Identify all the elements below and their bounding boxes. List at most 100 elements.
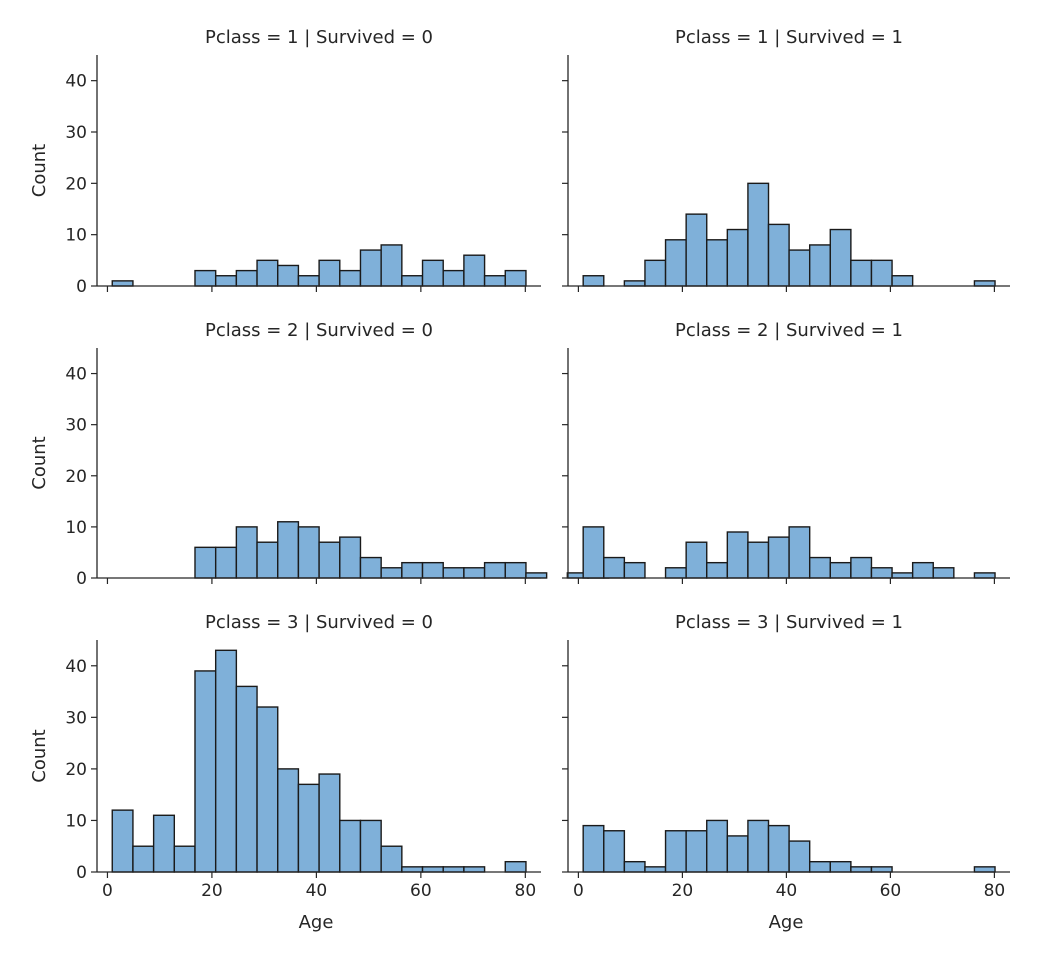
histogram-bar (706, 819, 729, 873)
histogram-bar (297, 526, 320, 579)
x-tick-label: 20 (201, 881, 223, 901)
histogram-bar (788, 840, 811, 873)
histogram-bar (483, 561, 506, 579)
y-axis-label: Count (29, 729, 50, 782)
histogram-bar (256, 706, 279, 873)
panel-title: Pclass = 2 | Survived = 1 (675, 320, 903, 341)
y-tick-label: 10 (65, 226, 87, 246)
histogram-bar (339, 536, 362, 579)
histogram-bar (442, 866, 465, 873)
histogram-bar (726, 228, 749, 287)
histogram-bar (664, 830, 687, 873)
histogram-bar (401, 866, 424, 873)
y-tick-label: 10 (65, 811, 87, 831)
histogram-bar (891, 275, 914, 287)
histogram-bar (111, 280, 134, 287)
histogram-bar (973, 280, 996, 287)
y-tick-label: 40 (65, 365, 87, 385)
histogram-bar (318, 773, 341, 873)
histogram-bar (380, 244, 403, 287)
histogram-bar (767, 536, 790, 579)
histogram-bar (850, 556, 873, 579)
x-tick-label: 0 (573, 881, 584, 901)
histogram-bar (932, 567, 955, 579)
panel-title: Pclass = 1 | Survived = 1 (675, 27, 903, 48)
histogram-bar (504, 269, 527, 287)
histogram-bar (623, 280, 646, 287)
histogram-bar (582, 824, 605, 873)
histogram-bar (767, 223, 790, 287)
histogram-bar (808, 244, 831, 287)
y-tick-label: 0 (76, 277, 87, 297)
histogram-bar (767, 824, 790, 873)
histogram-bar (194, 269, 217, 287)
histogram-bar (401, 275, 424, 287)
histogram-bar (235, 526, 258, 579)
histogram-bar (380, 845, 403, 873)
histogram-bar (421, 561, 444, 579)
histogram-bar (850, 866, 873, 873)
histogram-bar (318, 259, 341, 287)
x-tick-label: 20 (672, 881, 694, 901)
histogram-bar (644, 866, 667, 873)
histogram-bar (726, 531, 749, 579)
histogram-bar (318, 541, 341, 579)
x-axis-label: Age (769, 912, 804, 933)
x-tick-label: 80 (515, 881, 537, 901)
histogram-bar (235, 685, 258, 873)
histogram-bar (603, 830, 626, 873)
histogram-bar (214, 649, 238, 873)
histogram-bar (297, 783, 320, 873)
histogram-bar (973, 866, 996, 873)
histogram-bar (504, 860, 527, 873)
y-tick-label: 20 (65, 760, 87, 780)
y-axis-label: Count (29, 436, 50, 489)
panel-title: Pclass = 3 | Survived = 1 (675, 612, 903, 633)
y-tick-label: 40 (65, 657, 87, 677)
histogram-bar (401, 561, 424, 579)
histogram-bar (339, 819, 362, 873)
histogram-bar (525, 572, 548, 579)
histogram-bar (685, 541, 708, 579)
histogram-bar (359, 556, 382, 579)
histogram-bar (808, 860, 831, 873)
x-tick-label: 80 (984, 881, 1006, 901)
histogram-bar (214, 275, 238, 287)
y-axis-label: Count (29, 144, 50, 197)
histogram-bar (132, 845, 155, 873)
histogram-bar (339, 269, 362, 287)
y-tick-label: 0 (76, 863, 87, 883)
histogram-bar (359, 819, 382, 873)
histogram-bar (747, 541, 770, 579)
x-axis-label: Age (299, 912, 334, 933)
panel-title: Pclass = 2 | Survived = 0 (205, 320, 433, 341)
histogram-bar (173, 845, 196, 873)
histogram-bar (973, 572, 996, 579)
y-tick-label: 40 (65, 72, 87, 92)
histogram-bar (808, 556, 831, 579)
histogram-bar (504, 561, 527, 579)
y-tick-label: 30 (65, 123, 87, 143)
y-tick-label: 0 (76, 569, 87, 589)
histogram-bar (256, 541, 279, 579)
histogram-bar (421, 866, 444, 873)
histogram-bar (603, 556, 626, 579)
histogram-bar (726, 835, 749, 873)
x-tick-label: 60 (880, 881, 902, 901)
histogram-bar (582, 526, 605, 579)
histogram-bar (829, 561, 852, 579)
y-tick-label: 30 (65, 416, 87, 436)
histogram-bar (664, 239, 687, 287)
histogram-bar (277, 264, 300, 287)
histogram-bar (685, 213, 708, 287)
histogram-bar (380, 567, 403, 579)
histogram-bar (788, 526, 811, 579)
histogram-bar (483, 275, 506, 287)
x-tick-label: 40 (306, 881, 328, 901)
histogram-bar (706, 561, 729, 579)
histogram-bar (359, 249, 382, 287)
histogram-bar (463, 567, 486, 579)
y-tick-label: 20 (65, 174, 87, 194)
histogram-bar (442, 567, 465, 579)
histogram-bar (685, 830, 708, 873)
